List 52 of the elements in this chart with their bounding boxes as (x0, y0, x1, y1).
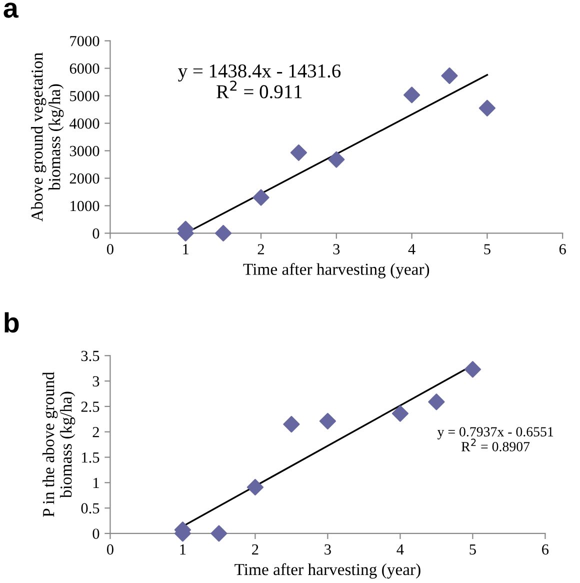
y-tick-label: 6000 (70, 63, 100, 74)
point (319, 412, 336, 430)
y-axis-title: Above ground vegetation biomass (kg/ha) (31, 52, 64, 222)
y-tick-label: 2000 (70, 173, 100, 184)
y-tick-label: 1000 (70, 200, 100, 212)
x-tick-label: 3 (333, 244, 340, 254)
point (392, 405, 408, 422)
y-tick-label: 3.5 (81, 350, 100, 362)
x-axis-title: Time after harvesting (year) (243, 263, 430, 278)
annotation: y = 1438.4x - 1431.6 R$^{2}$ = 0.911 (178, 64, 341, 98)
x-tick-label: 0 (106, 544, 114, 555)
point (441, 67, 458, 84)
x-tick-label: 2 (252, 544, 258, 554)
y-tick-label: 0 (92, 228, 100, 239)
point (328, 151, 345, 168)
x-tick-label: 5 (470, 544, 476, 555)
x-tick-label: 4 (408, 244, 416, 254)
y-tick-label: 0.5 (81, 503, 100, 514)
x-tick-label: 5 (484, 244, 490, 254)
point (404, 86, 420, 104)
annotation: y = 0.7937x - 0.6551 R$^{2}$ = 0.8907 (437, 427, 554, 452)
y-tick-label: 7000 (70, 36, 100, 46)
x-tick-label: 4 (396, 544, 404, 554)
point (283, 416, 300, 433)
point (428, 394, 445, 410)
point (246, 478, 264, 496)
x-tick-label: 1 (180, 544, 186, 554)
point (464, 361, 481, 378)
y-tick-label: 1 (93, 478, 99, 488)
y-tick-label: 3 (92, 376, 100, 386)
x-tick-label: 3 (324, 544, 331, 555)
point (210, 525, 228, 542)
y-tick-label: 3000 (70, 146, 100, 156)
x-axis-title: Time after harvesting (year) (234, 563, 420, 579)
x-tick-label: 2 (258, 244, 264, 254)
y-tick-label: 1.5 (82, 452, 100, 463)
y-axis-title: P in the above ground biomass (kg/ha) (42, 372, 76, 517)
y-tick-label: 2 (92, 427, 99, 438)
point (478, 100, 496, 116)
x-tick-label: 0 (106, 244, 114, 254)
x-tick-label: 6 (559, 244, 566, 254)
chart-title: b (4, 312, 19, 333)
point (252, 189, 270, 206)
point (215, 224, 232, 242)
y-tick-label: 4000 (70, 118, 100, 129)
x-tick-label: 6 (542, 544, 549, 555)
x-tick-label: 1 (183, 244, 189, 254)
point (290, 144, 307, 161)
y-tick-label: 0 (92, 528, 100, 539)
chart-title: a (4, 2, 19, 18)
y-tick-label: 2.5 (81, 402, 100, 412)
y-tick-label: 5000 (70, 90, 100, 102)
